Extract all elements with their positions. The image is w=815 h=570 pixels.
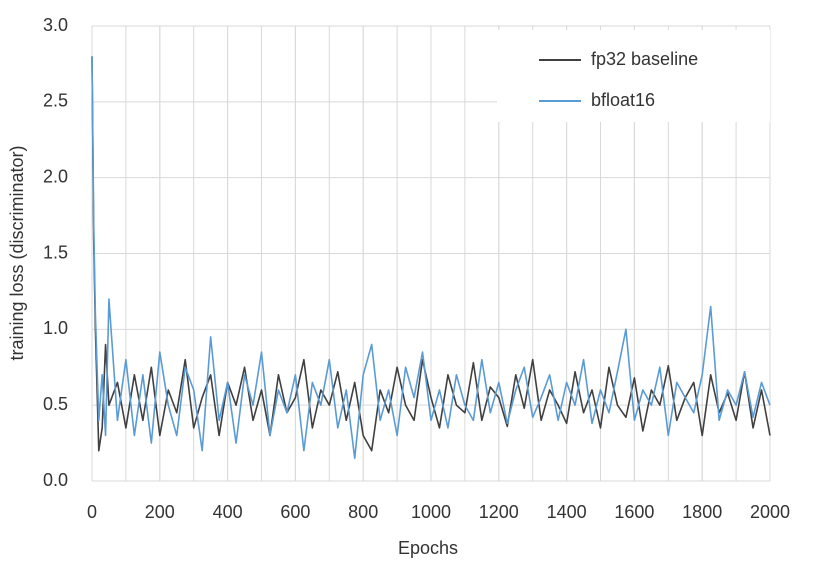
x-axis-title: Epochs [398, 538, 458, 558]
x-tick-label: 400 [213, 502, 243, 522]
x-tick-label: 1200 [479, 502, 519, 522]
series-line [91, 56, 771, 452]
x-tick-label: 800 [348, 502, 378, 522]
x-tick-label: 200 [145, 502, 175, 522]
x-tick-label: 1600 [614, 502, 654, 522]
y-tick-label: 1.0 [43, 318, 68, 338]
y-tick-label: 0.0 [43, 470, 68, 490]
y-tick-label: 2.0 [43, 166, 68, 186]
x-tick-label: 1000 [411, 502, 451, 522]
x-tick-label: 2000 [750, 502, 790, 522]
x-tick-label: 600 [280, 502, 310, 522]
x-tick-label: 0 [87, 502, 97, 522]
legend-box [497, 30, 770, 122]
series-line [91, 56, 771, 460]
y-tick-label: 3.0 [43, 15, 68, 35]
y-tick-label: 1.5 [43, 242, 68, 262]
x-tick-label: 1400 [547, 502, 587, 522]
y-tick-label: 0.5 [43, 394, 68, 414]
y-tick-label: 2.5 [43, 91, 68, 111]
y-axis-title: training loss (discriminator) [7, 145, 27, 360]
x-tick-label: 1800 [682, 502, 722, 522]
legend-label: bfloat16 [591, 90, 655, 110]
legend-label: fp32 baseline [591, 49, 698, 69]
